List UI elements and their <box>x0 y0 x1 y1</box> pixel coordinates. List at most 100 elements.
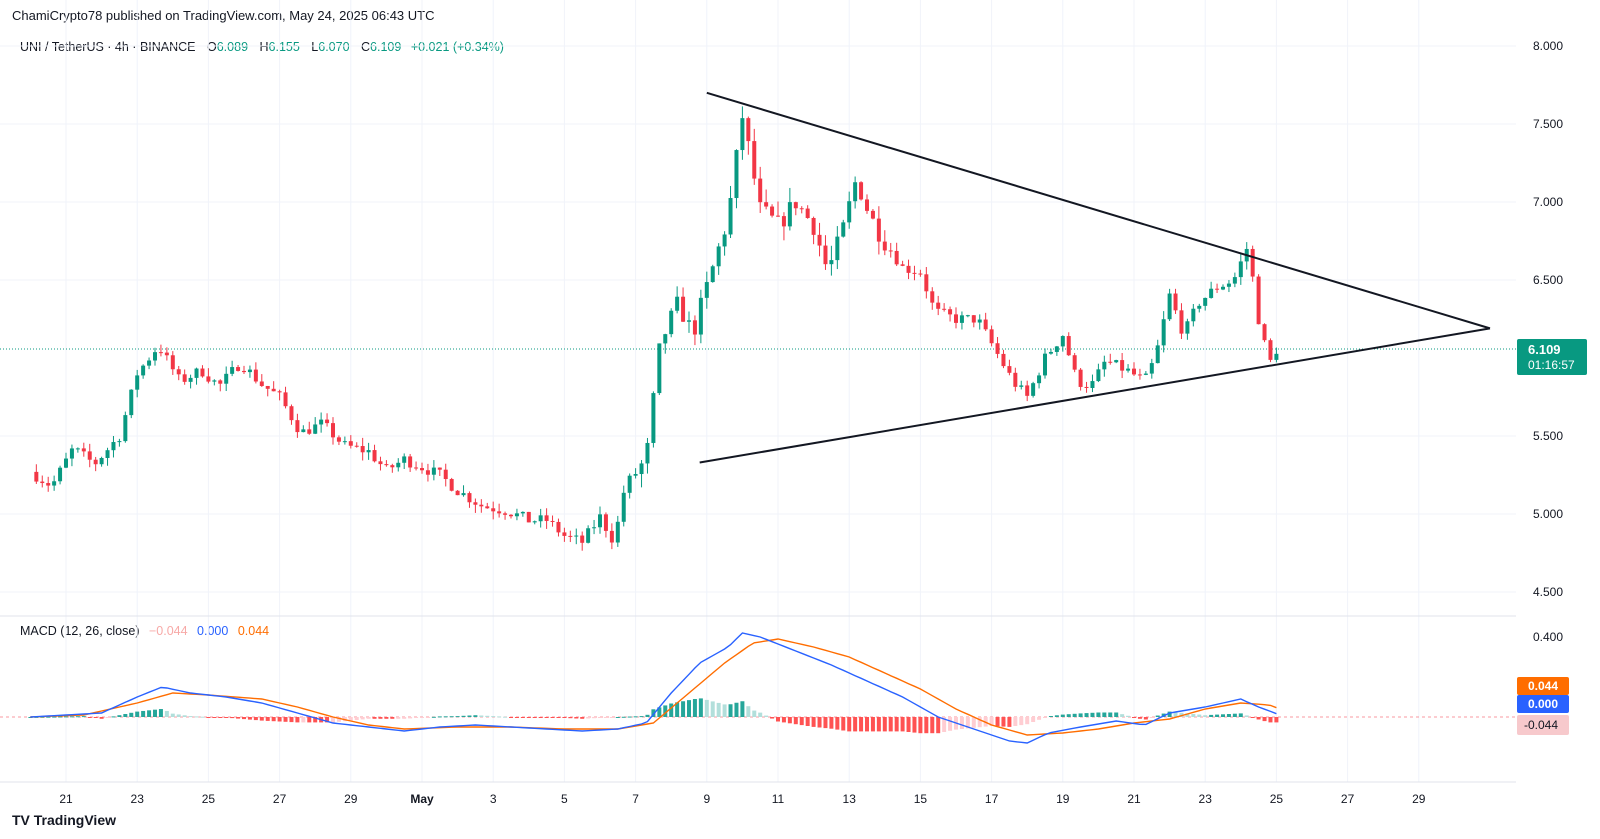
candle-body <box>746 118 751 142</box>
macd-hist-bar <box>1054 715 1059 717</box>
high-value: 6.155 <box>268 40 300 54</box>
candle-body <box>253 369 258 382</box>
candle-body <box>135 375 140 390</box>
macd-hist-bar <box>295 717 300 723</box>
macd-hist-bar <box>811 717 816 727</box>
candle-body <box>633 474 638 476</box>
upper-trendline[interactable] <box>706 91 1491 330</box>
macd-hist-bar <box>1114 712 1119 717</box>
candle-body <box>692 320 697 335</box>
candle-body <box>123 415 128 442</box>
candle-body <box>870 210 875 219</box>
candle-body <box>153 352 157 361</box>
macd-hist-bar <box>509 717 513 718</box>
macd-hist-bar <box>289 717 294 723</box>
candle-body <box>491 508 496 512</box>
macd-hist-bar <box>1078 713 1083 717</box>
tradingview-logo[interactable]: TV TradingView <box>12 812 116 828</box>
candle-body <box>396 462 401 468</box>
candle-body <box>236 367 241 371</box>
macd-hist-bar <box>562 717 567 718</box>
macd-hist-bar <box>1120 714 1125 717</box>
candle-body <box>959 315 964 323</box>
macd-hist-bar <box>865 717 869 732</box>
macd-hist-bar <box>307 717 312 723</box>
candle-body <box>687 320 691 322</box>
macd-hist-bar <box>526 717 531 718</box>
candle-body <box>936 302 941 309</box>
symbol-name[interactable]: UNI / TetherUS · 4h · BINANCE <box>20 40 196 54</box>
candle-body <box>1096 369 1101 382</box>
candle-body <box>1019 385 1024 387</box>
candle-body <box>1149 363 1154 374</box>
candle-body <box>390 465 395 468</box>
candle-body <box>1274 353 1279 360</box>
candle-body <box>360 446 365 453</box>
macd-hist-value: −0.044 <box>148 624 188 638</box>
candle-body <box>770 206 775 216</box>
macd-hist-bar <box>1037 717 1042 720</box>
candle-body <box>1256 276 1261 325</box>
macd-hist-bar <box>147 710 152 717</box>
macd-hist-bar <box>615 717 620 718</box>
time-axis[interactable]: 21 23 25 27 29 May 3 5 7 9 11 13 15 17 19 21 23 25 27 29 <box>59 792 1425 806</box>
candle-body <box>307 429 312 434</box>
macd-hist-bar <box>1250 717 1255 718</box>
macd-hist-bar <box>93 717 98 718</box>
candle-body <box>64 458 68 468</box>
lower-trendline[interactable] <box>699 327 1491 464</box>
candle-body <box>1048 351 1053 354</box>
candle-body <box>111 442 116 451</box>
candle-body <box>46 483 51 486</box>
candle-body <box>325 419 330 424</box>
candle-body <box>1084 386 1089 388</box>
candle-body <box>420 468 424 471</box>
candle-body <box>218 380 223 384</box>
macd-hist-bar <box>710 701 715 717</box>
macd-hist-bar <box>556 717 561 718</box>
low-label: L <box>311 40 319 54</box>
macd-hist-bar <box>1215 714 1220 717</box>
macd-hist-bar <box>325 717 330 723</box>
candle-body <box>853 182 858 202</box>
macd-hist-bar <box>141 710 146 717</box>
candle-body <box>983 319 988 330</box>
macd-hist-bar <box>69 716 74 718</box>
macd-hist-bar <box>633 716 638 718</box>
published-header: ChamiCrypto78 published on TradingView.c… <box>12 8 435 23</box>
candle-body <box>1001 353 1006 367</box>
candle-body <box>598 514 602 528</box>
candle-body <box>1120 360 1125 371</box>
candle-body <box>378 461 383 465</box>
macd-hist-bar <box>87 717 92 718</box>
candles <box>34 106 1279 551</box>
macd-axis[interactable]: 0.400 <box>1533 630 1563 644</box>
macd-hist-bar <box>1143 717 1148 720</box>
macd-hist-bar <box>313 717 318 723</box>
macd-hist-bar <box>117 715 122 717</box>
candle-body <box>562 532 567 536</box>
macd-hist-bar <box>1274 717 1279 723</box>
price-tick-label: 6.500 <box>1533 273 1563 287</box>
macd-hist-bar <box>153 709 157 717</box>
candle-body <box>1203 297 1208 306</box>
candle-body <box>841 222 846 237</box>
macd-hist-bar <box>965 717 970 729</box>
time-tick-label: 11 <box>772 792 785 806</box>
macd-hist-bar <box>977 717 982 728</box>
macd-indicator-name[interactable]: MACD (12, 26, close) <box>20 624 140 638</box>
macd-hist-bar <box>764 715 769 717</box>
candle-body <box>129 389 134 416</box>
macd-hist-bar <box>651 709 656 717</box>
candle-body <box>550 520 555 522</box>
price-axis[interactable]: 8.000 7.500 7.000 6.500 5.500 5.000 4.500 <box>1533 39 1563 599</box>
macd-hist-bar <box>598 717 602 718</box>
macd-hist-bar <box>1132 717 1136 718</box>
time-tick-label: 25 <box>1270 792 1284 806</box>
candle-body <box>1221 286 1225 290</box>
macd-hist-bar <box>692 699 697 717</box>
candle-body <box>698 297 703 335</box>
candle-body <box>1155 345 1160 364</box>
candle-body <box>1167 293 1172 320</box>
